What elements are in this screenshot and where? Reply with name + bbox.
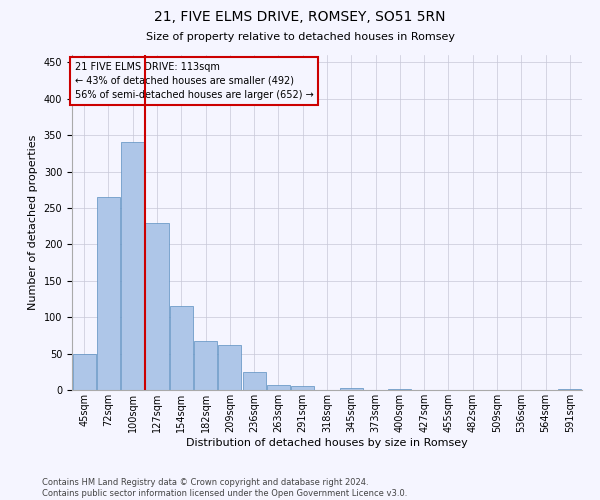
X-axis label: Distribution of detached houses by size in Romsey: Distribution of detached houses by size … (186, 438, 468, 448)
Text: 21, FIVE ELMS DRIVE, ROMSEY, SO51 5RN: 21, FIVE ELMS DRIVE, ROMSEY, SO51 5RN (154, 10, 446, 24)
Text: Contains HM Land Registry data © Crown copyright and database right 2024.
Contai: Contains HM Land Registry data © Crown c… (42, 478, 407, 498)
Text: 21 FIVE ELMS DRIVE: 113sqm
← 43% of detached houses are smaller (492)
56% of sem: 21 FIVE ELMS DRIVE: 113sqm ← 43% of deta… (74, 62, 313, 100)
Bar (218, 345, 241, 390)
Bar (73, 354, 95, 390)
Bar (291, 386, 314, 390)
Bar (194, 341, 217, 390)
Bar (340, 388, 363, 390)
Bar (388, 388, 412, 390)
Bar (559, 388, 581, 390)
Bar (121, 142, 144, 390)
Bar (145, 222, 169, 390)
Text: Size of property relative to detached houses in Romsey: Size of property relative to detached ho… (146, 32, 455, 42)
Bar (170, 306, 193, 390)
Bar (267, 385, 290, 390)
Bar (242, 372, 266, 390)
Y-axis label: Number of detached properties: Number of detached properties (28, 135, 38, 310)
Bar (97, 197, 120, 390)
